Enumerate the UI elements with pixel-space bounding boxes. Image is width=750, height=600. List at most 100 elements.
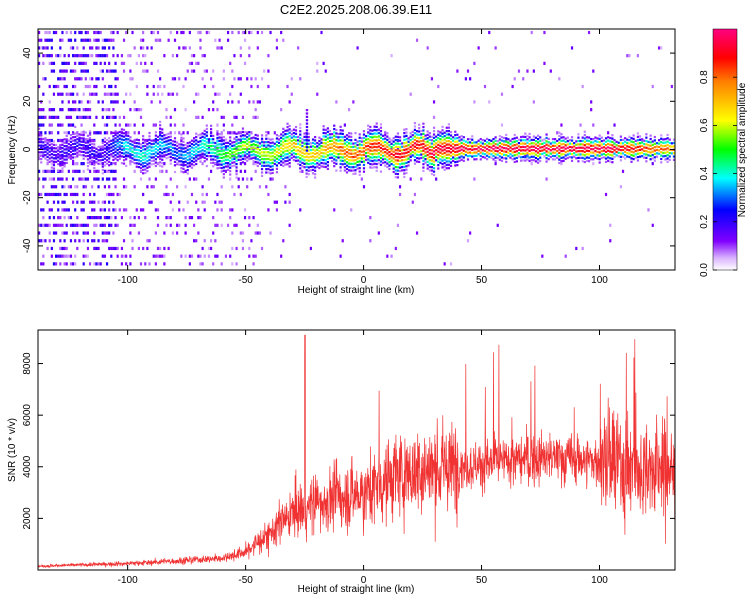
heatmap-cell: [209, 151, 213, 154]
heatmap-cell: [566, 153, 569, 156]
heatmap-noise-cell: [280, 154, 283, 158]
heatmap-cell: [645, 156, 648, 160]
heatmap-y-tick-label: 20: [22, 95, 33, 107]
heatmap-cell: [112, 131, 115, 135]
heatmap-cell: [333, 148, 336, 151]
heatmap-cell: [214, 141, 217, 145]
heatmap-noise-cell: [88, 216, 92, 220]
heatmap-cell: [207, 138, 211, 141]
heatmap-cell: [190, 166, 194, 169]
heatmap-cell: [101, 155, 104, 158]
heatmap-cell: [78, 146, 81, 150]
heatmap-cell: [534, 160, 538, 163]
heatmap-cell: [592, 148, 595, 151]
heatmap-cell: [594, 146, 597, 149]
heatmap-cell: [277, 145, 281, 148]
heatmap-noise-cell: [258, 231, 262, 235]
heatmap-cell: [430, 139, 434, 142]
heatmap-noise-cell: [57, 115, 60, 119]
heatmap-cell: [258, 152, 262, 155]
heatmap-cell: [63, 148, 66, 151]
heatmap-noise-cell: [48, 38, 51, 42]
heatmap-noise-cell: [220, 185, 223, 189]
heatmap-cell: [122, 145, 126, 148]
heatmap-cell: [528, 153, 531, 156]
heatmap-noise-cell: [86, 69, 90, 73]
heatmap-noise-cell: [54, 192, 58, 197]
heatmap-noise-cell: [76, 154, 79, 158]
heatmap-cell: [420, 136, 423, 139]
heatmap-noise-cell: [269, 30, 272, 35]
heatmap-noise-cell: [207, 138, 211, 143]
heatmap-cell: [61, 167, 64, 170]
heatmap-cell: [63, 151, 66, 154]
heatmap-cell: [131, 150, 134, 153]
heatmap-cell: [148, 135, 151, 138]
heatmap-noise-cell: [184, 185, 187, 189]
heatmap-cell: [360, 150, 363, 153]
heatmap-cell: [226, 141, 230, 144]
heatmap-cell: [611, 140, 614, 144]
heatmap-cell: [611, 147, 614, 150]
heatmap-cell: [369, 162, 372, 166]
heatmap-cell: [534, 156, 538, 160]
heatmap-noise-cell: [142, 123, 145, 127]
heatmap-noise-cell: [101, 38, 104, 42]
heatmap-noise-cell: [63, 77, 66, 81]
heatmap-cell: [377, 162, 380, 165]
heatmap-cell: [193, 157, 196, 160]
heatmap-noise-cell: [212, 69, 215, 73]
heatmap-noise-cell: [545, 177, 548, 181]
heatmap-noise-cell: [142, 38, 145, 42]
heatmap-cell: [634, 146, 637, 149]
heatmap-cell: [541, 149, 544, 152]
heatmap-cell: [524, 156, 527, 159]
heatmap-cell: [560, 133, 563, 136]
heatmap-noise-cell: [67, 100, 70, 104]
heatmap-cell: [318, 146, 321, 149]
heatmap-cell: [125, 131, 128, 134]
heatmap-cell: [435, 149, 438, 152]
heatmap-cell: [643, 153, 646, 156]
heatmap-cell: [373, 132, 376, 135]
heatmap-cell: [159, 137, 162, 140]
heatmap-cell: [422, 159, 425, 162]
heatmap-cell: [613, 155, 616, 159]
heatmap-noise-cell: [52, 61, 56, 65]
heatmap-cell: [220, 170, 223, 173]
heatmap-cell: [207, 141, 211, 144]
heatmap-noise-cell: [50, 54, 53, 58]
heatmap-noise-cell: [116, 192, 119, 197]
heatmap-cell: [326, 147, 329, 150]
snr-x-tick-label: -50: [238, 575, 253, 586]
heatmap-noise-cell: [86, 108, 90, 112]
heatmap-noise-cell: [564, 254, 567, 258]
heatmap-noise-cell: [188, 61, 191, 65]
heatmap-cell: [93, 143, 96, 146]
heatmap-noise-cell: [154, 138, 157, 143]
heatmap-cell: [568, 155, 572, 159]
heatmap-cell: [258, 142, 262, 145]
heatmap-cell: [120, 155, 124, 158]
heatmap-cell: [271, 148, 274, 151]
heatmap-cell: [209, 134, 213, 138]
heatmap-cell: [415, 150, 419, 153]
heatmap-cell: [628, 155, 631, 159]
heatmap-cell: [146, 163, 149, 166]
heatmap-cell: [101, 168, 104, 172]
heatmap-noise-cell: [426, 46, 429, 50]
heatmap-cell: [271, 165, 274, 168]
heatmap-cell: [341, 146, 344, 149]
heatmap-noise-cell: [159, 77, 162, 81]
heatmap-cell: [405, 148, 408, 151]
heatmap-cell: [655, 155, 659, 158]
heatmap-noise-cell: [71, 262, 75, 266]
heatmap-cell: [42, 137, 45, 141]
heatmap-cell: [636, 135, 639, 138]
heatmap-noise-cell: [243, 169, 247, 173]
heatmap-cell: [390, 142, 393, 145]
heatmap-cell: [522, 135, 525, 138]
heatmap-cell: [199, 160, 202, 163]
heatmap-cell: [498, 145, 501, 148]
heatmap-cell: [209, 124, 213, 127]
